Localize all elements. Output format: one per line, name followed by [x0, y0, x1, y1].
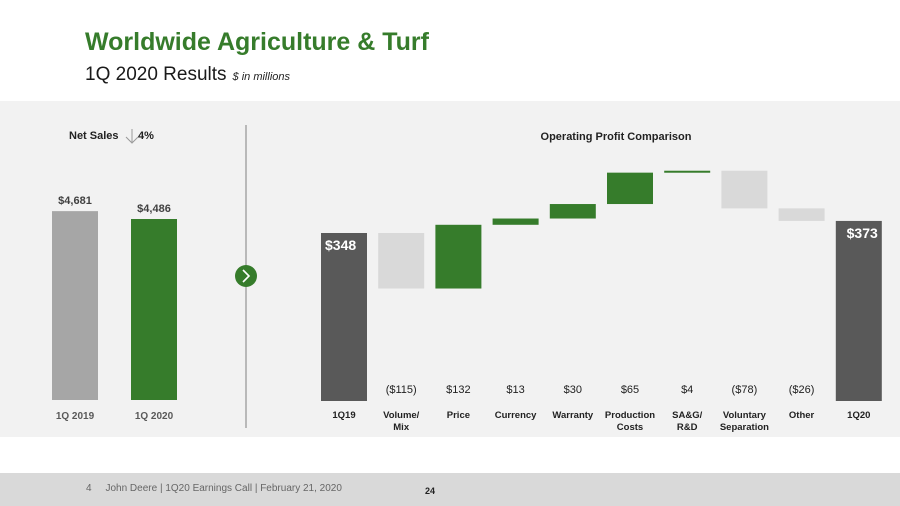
- waterfall-total-label: $348: [325, 237, 356, 253]
- page-title: Worldwide Agriculture & Turf: [85, 28, 429, 56]
- net-sales-title-text: Net Sales: [69, 130, 119, 142]
- waterfall-delta-label: $132: [446, 384, 470, 396]
- waterfall-bar: [549, 204, 596, 219]
- page-number: 24: [425, 486, 436, 496]
- net-sales-category: 1Q 2020: [135, 411, 174, 422]
- waterfall-chart: $348 1Q19 ($115) Volume/Mix $132 Price $13 Curr…: [321, 170, 882, 433]
- waterfall-bar: [721, 170, 768, 209]
- waterfall-category: Production: [605, 410, 655, 421]
- waterfall-category: R&D: [677, 422, 698, 433]
- waterfall-category: 1Q20: [847, 410, 870, 421]
- waterfall-category: Warranty: [552, 410, 594, 421]
- slide-number: 4: [86, 483, 92, 494]
- net-sales-title: Net Sales 4%: [69, 129, 154, 144]
- next-arrow-circle[interactable]: [235, 265, 257, 287]
- waterfall-bar: [435, 224, 482, 289]
- net-sales-chart: $4,681 1Q 2019 $4,486 1Q 2020: [52, 195, 177, 422]
- waterfall-category: Currency: [495, 410, 537, 421]
- net-sales-change: 4%: [138, 130, 154, 142]
- waterfall-delta-label: ($78): [732, 384, 758, 396]
- waterfall-category: Separation: [720, 422, 769, 433]
- waterfall-category: Mix: [393, 422, 410, 433]
- waterfall-category: 1Q19: [332, 410, 355, 421]
- waterfall-delta-label: $4: [681, 384, 693, 396]
- waterfall-delta-label: $13: [506, 384, 524, 396]
- waterfall-category: SA&G/: [672, 410, 702, 421]
- footer-bar: [0, 473, 900, 506]
- waterfall-total-label: $373: [847, 225, 878, 241]
- waterfall-delta-label: ($115): [386, 384, 417, 396]
- waterfall-category: Voluntary: [723, 410, 767, 421]
- waterfall-category: Price: [447, 410, 470, 421]
- waterfall-bar: [835, 220, 882, 401]
- waterfall-category: Other: [789, 410, 815, 421]
- net-sales-bar: [52, 211, 98, 400]
- chevron-right-icon[interactable]: [242, 269, 251, 283]
- waterfall-category: Volume/: [383, 410, 420, 421]
- waterfall-bar: [778, 208, 825, 221]
- waterfall-bar: [321, 233, 367, 401]
- unit-note: $ in millions: [232, 71, 290, 83]
- net-sales-bar: [131, 219, 177, 400]
- net-sales-category: 1Q 2019: [56, 411, 95, 422]
- down-arrow-head-icon: [125, 136, 139, 144]
- waterfall-delta-label: $30: [564, 384, 582, 396]
- net-sales-bar-label: $4,486: [137, 203, 171, 215]
- page-subtitle: 1Q 2020 Results $ in millions: [85, 64, 290, 86]
- waterfall-delta-label: ($26): [789, 384, 815, 396]
- waterfall-delta-label: $65: [621, 384, 639, 396]
- next-arrow-button[interactable]: [235, 265, 257, 287]
- waterfall-category: Costs: [617, 422, 643, 433]
- footer-text: 4 John Deere | 1Q20 Earnings Call | Febr…: [86, 483, 342, 494]
- waterfall-bar: [607, 172, 653, 205]
- net-sales-bar-label: $4,681: [58, 195, 92, 207]
- waterfall-bar: [378, 233, 425, 289]
- waterfall-bar: [664, 170, 711, 173]
- waterfall-title: Operating Profit Comparison: [541, 131, 692, 143]
- footer-caption: John Deere | 1Q20 Earnings Call | Februa…: [105, 483, 342, 494]
- subtitle-text: 1Q 2020 Results: [85, 64, 227, 85]
- waterfall-bar: [492, 218, 539, 225]
